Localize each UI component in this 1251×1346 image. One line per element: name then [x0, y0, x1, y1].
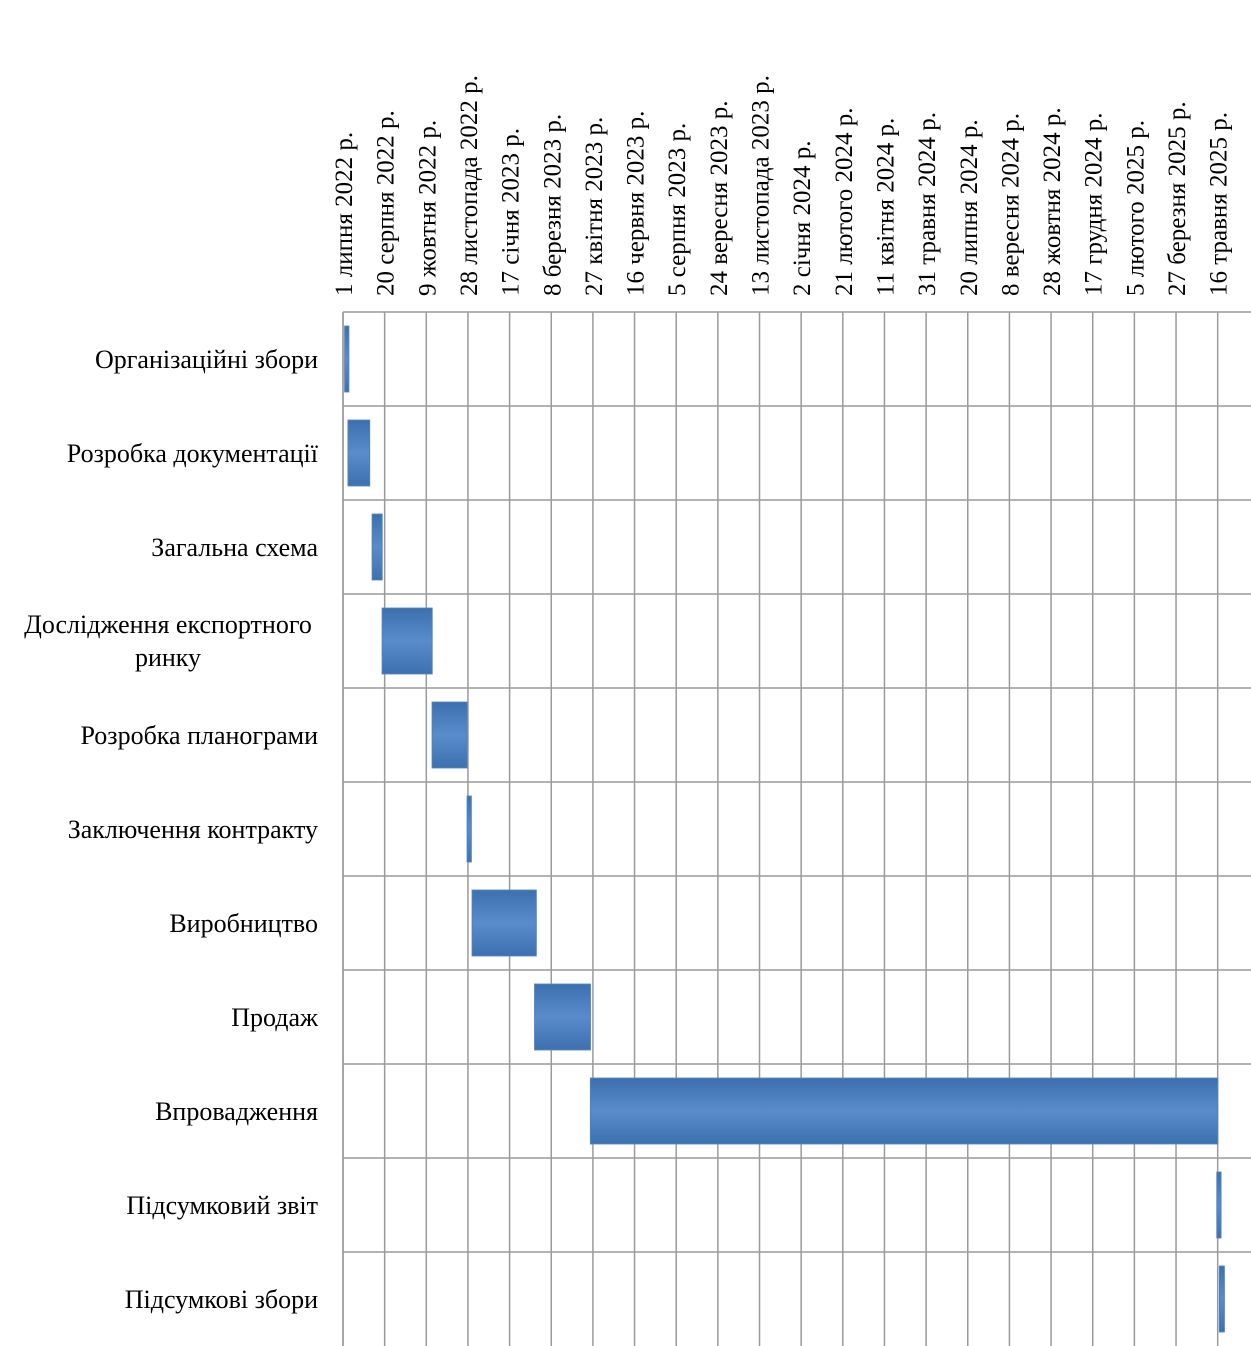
bar	[371, 513, 383, 581]
category-label-box: Розробка планограми	[0, 688, 318, 782]
category-label-box: Загальна схема	[0, 500, 318, 594]
x-tick-label: 27 квітня 2023 р.	[581, 117, 608, 296]
x-tick-label: 28 жовтня 2024 р.	[1039, 107, 1066, 296]
category-label-box: Впровадження	[0, 1064, 318, 1158]
x-tick-label: 11 квітня 2024 р.	[872, 118, 899, 296]
y-tick-label: Виробництво	[169, 908, 318, 938]
bar	[381, 607, 433, 675]
y-tick-label: Організаційні збори	[94, 344, 318, 374]
x-tick-label: 2 січня 2024 р.	[789, 141, 816, 297]
y-tick-label: Загальна схема	[151, 532, 318, 562]
x-tick-label: 24 вересня 2023 р.	[706, 101, 733, 296]
x-tick-label: 27 березня 2025 р.	[1164, 101, 1191, 296]
x-tick-label: 31 травня 2024 р.	[914, 112, 941, 296]
y-tick-label: Розробка планограми	[80, 720, 318, 750]
category-label-box: Виробництво	[0, 876, 318, 970]
bar	[466, 795, 472, 863]
x-tick-label: 16 червня 2023 р.	[623, 111, 650, 296]
y-tick-label: Заключення контракту	[67, 814, 318, 844]
x-tick-label: 5 лютого 2025 р.	[1122, 120, 1149, 296]
x-tick-label: 17 грудня 2024 р.	[1081, 113, 1108, 296]
y-tick-label: Підсумковий звіт	[126, 1190, 318, 1220]
bar	[589, 1077, 1219, 1145]
y-tick-label: Дослідження експортного ринку	[24, 610, 312, 672]
x-tick-label: 16 травня 2025 р.	[1206, 112, 1233, 296]
category-label-box: Підсумкові збори	[0, 1252, 318, 1346]
bar	[471, 889, 537, 957]
category-label-box: Заключення контракту	[0, 782, 318, 876]
x-tick-label: 8 березня 2023 р.	[539, 114, 566, 296]
x-tick-label: 17 січня 2023 р.	[498, 128, 525, 296]
category-label-box: Дослідження експортного ринку	[0, 594, 318, 688]
bar	[1218, 1265, 1225, 1333]
category-label-box: Організаційні збори	[0, 312, 318, 406]
category-label-box: Підсумковий звіт	[0, 1158, 318, 1252]
bar	[344, 325, 350, 393]
x-tick-label: 20 липня 2024 р.	[956, 119, 983, 296]
x-tick-label: 9 жовтня 2022 р.	[414, 120, 441, 296]
bar	[534, 983, 591, 1051]
category-label-box: Розробка документації	[0, 406, 318, 500]
y-tick-label: Підсумкові збори	[124, 1284, 318, 1314]
x-tick-label: 28 листопада 2022 р.	[456, 75, 483, 296]
y-tick-label: Впровадження	[155, 1096, 318, 1126]
bar	[1216, 1171, 1222, 1239]
x-tick-label: 20 серпня 2022 р.	[373, 110, 400, 296]
category-label-box: Продаж	[0, 970, 318, 1064]
y-tick-label: Розробка документації	[66, 438, 318, 468]
x-tick-label: 1 липня 2022 р.	[331, 132, 358, 296]
bar	[347, 419, 371, 487]
x-tick-label: 13 листопада 2023 р.	[748, 75, 775, 296]
x-tick-label: 8 вересня 2024 р.	[997, 113, 1024, 296]
bar	[431, 701, 468, 769]
x-tick-label: 5 серпня 2023 р.	[664, 123, 691, 296]
x-tick-label: 21 лютого 2024 р.	[831, 107, 858, 296]
y-tick-label: Продаж	[231, 1002, 318, 1032]
